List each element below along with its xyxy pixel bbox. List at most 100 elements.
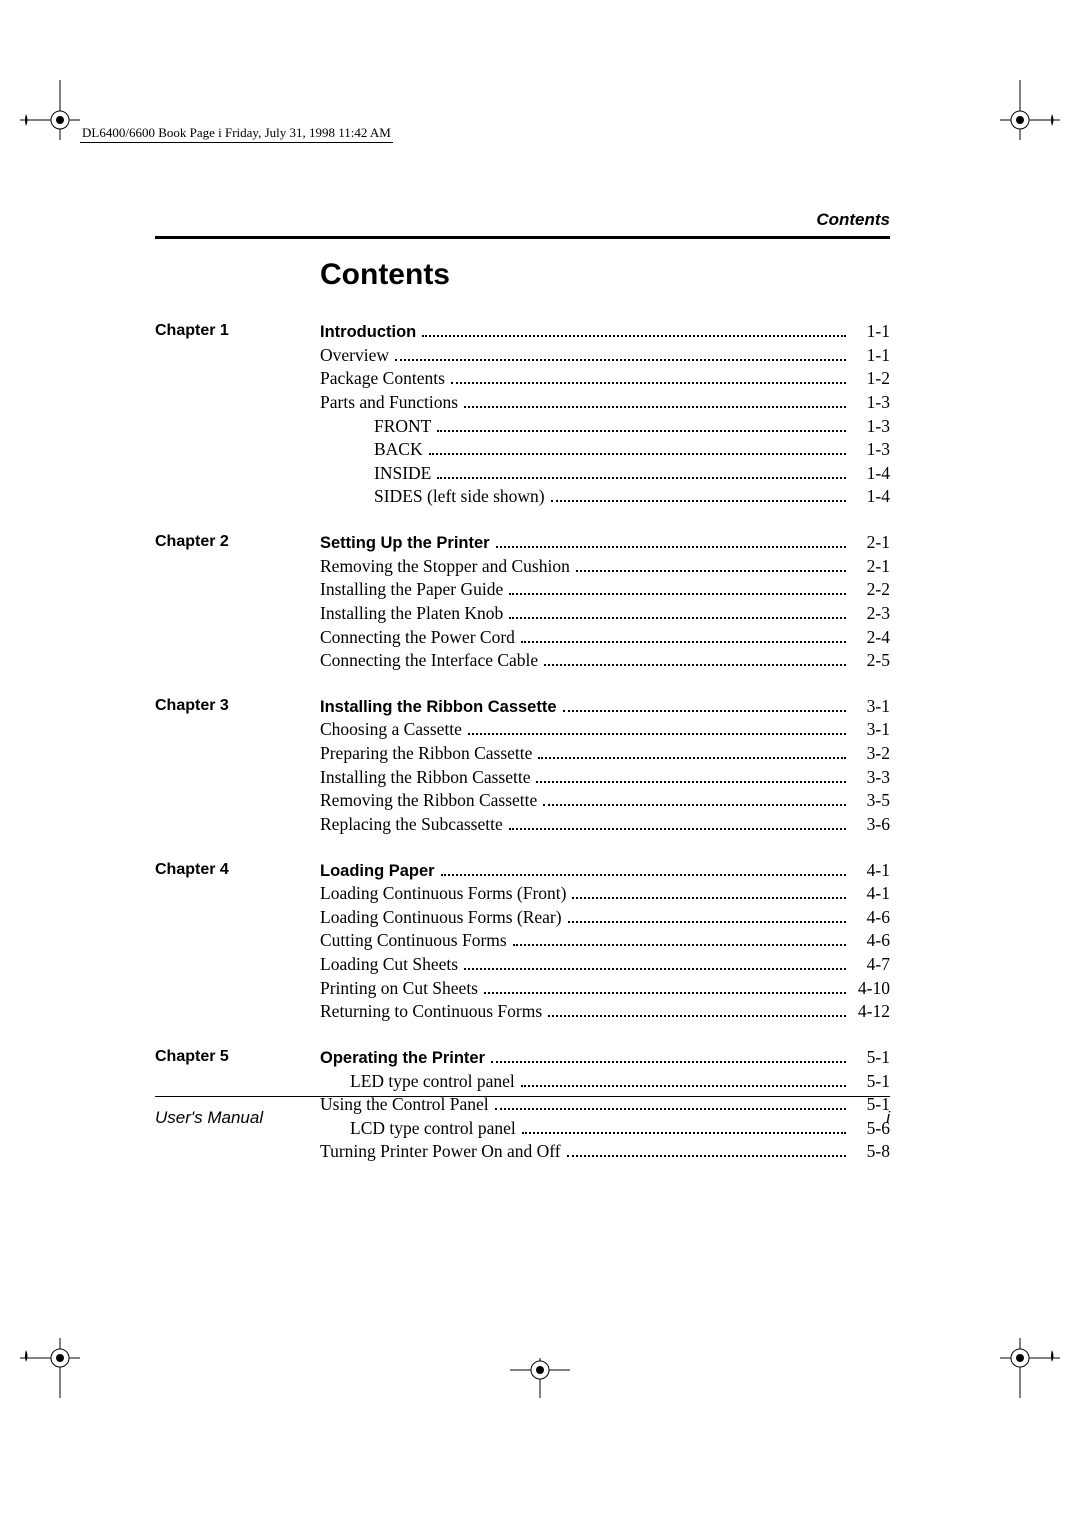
page-title: Contents [320, 258, 450, 292]
toc-entry: LED type control panel 5-1 [320, 1070, 890, 1094]
toc-leader [568, 909, 846, 923]
toc-entry: FRONT1-3 [320, 415, 890, 439]
toc-entry-page: 4-6 [852, 929, 890, 953]
chapter-block: Chapter 4Loading Paper4-1Loading Continu… [155, 859, 890, 1024]
toc-entry-page: 2-3 [852, 602, 890, 626]
toc-entry-page: 2-1 [852, 531, 890, 555]
toc-leader [451, 370, 846, 384]
toc-entry-page: 2-1 [852, 555, 890, 579]
toc-entry-text: Operating the Printer [320, 1047, 485, 1069]
toc-entry: Connecting the Power Cord2-4 [320, 626, 890, 650]
toc-entry-text: Loading Paper [320, 860, 435, 882]
toc-entry-page: 3-1 [852, 718, 890, 742]
table-of-contents: Chapter 1Introduction1-1Overview1-1Packa… [155, 320, 890, 1186]
toc-entry-text: Preparing the Ribbon Cassette [320, 742, 532, 766]
toc-leader [422, 323, 846, 337]
header-rule [155, 236, 890, 239]
toc-entry: SIDES (left side shown)1-4 [320, 485, 890, 509]
toc-entry-page: 4-7 [852, 953, 890, 977]
toc-leader [576, 557, 846, 571]
toc-entry: Parts and Functions1-3 [320, 391, 890, 415]
toc-entry-text: Returning to Continuous Forms [320, 1000, 542, 1024]
toc-leader [437, 417, 846, 431]
toc-entry: Loading Continuous Forms (Rear) 4-6 [320, 906, 890, 930]
chapter-label: Chapter 3 [155, 695, 320, 715]
toc-entry-page: 3-5 [852, 789, 890, 813]
toc-entry-text: BACK [320, 438, 423, 462]
toc-leader [441, 861, 846, 875]
toc-leader [572, 885, 846, 899]
footer-rule [155, 1096, 890, 1097]
toc-entry: Loading Paper4-1 [320, 859, 890, 883]
footer: User's Manual i [155, 1108, 890, 1128]
toc-leader [509, 581, 846, 595]
toc-entry-text: Parts and Functions [320, 391, 458, 415]
crop-mark-icon [20, 1338, 80, 1398]
toc-entry-page: 4-6 [852, 906, 890, 930]
toc-leader [543, 792, 846, 806]
chapter-label: Chapter 2 [155, 531, 320, 551]
toc-entry: Installing the Paper Guide2-2 [320, 578, 890, 602]
toc-entry-page: 3-3 [852, 766, 890, 790]
crop-mark-icon [510, 1358, 570, 1398]
toc-entry-text: Printing on Cut Sheets [320, 977, 478, 1001]
toc-entry-text: Loading Continuous Forms (Front) [320, 882, 566, 906]
toc-entry: INSIDE1-4 [320, 462, 890, 486]
chapter-entries: Introduction1-1Overview1-1Package Conten… [320, 320, 890, 509]
toc-leader [491, 1049, 846, 1063]
chapter-block: Chapter 3Installing the Ribbon Cassette 3… [155, 695, 890, 837]
toc-leader [509, 816, 846, 830]
toc-leader [521, 628, 846, 642]
toc-entry: Returning to Continuous Forms 4-12 [320, 1000, 890, 1024]
toc-entry: Choosing a Cassette3-1 [320, 718, 890, 742]
toc-leader [464, 956, 846, 970]
toc-entry: Printing on Cut Sheets 4-10 [320, 977, 890, 1001]
toc-entry-text: Replacing the Subcassette [320, 813, 503, 837]
toc-entry: Removing the Stopper and Cushion2-1 [320, 555, 890, 579]
toc-entry-page: 2-2 [852, 578, 890, 602]
toc-leader [567, 1143, 846, 1157]
toc-entry-page: 1-3 [852, 438, 890, 462]
toc-leader [468, 721, 846, 735]
toc-entry-text: Turning Printer Power On and Off [320, 1140, 561, 1164]
toc-entry-text: Installing the Ribbon Cassette [320, 696, 557, 718]
chapter-label: Chapter 5 [155, 1046, 320, 1066]
toc-leader [536, 768, 846, 782]
toc-entry-page: 3-1 [852, 695, 890, 719]
toc-leader [513, 932, 846, 946]
toc-entry-text: INSIDE [320, 462, 431, 486]
toc-entry-text: Loading Continuous Forms (Rear) [320, 906, 562, 930]
toc-entry: Installing the Platen Knob2-3 [320, 602, 890, 626]
crop-mark-icon [1000, 1338, 1060, 1398]
toc-entry-page: 1-2 [852, 367, 890, 391]
toc-entry: Package Contents 1-2 [320, 367, 890, 391]
toc-entry-text: Setting Up the Printer [320, 532, 490, 554]
toc-entry-text: Overview [320, 344, 389, 368]
toc-entry: Removing the Ribbon Cassette3-5 [320, 789, 890, 813]
toc-entry: BACK 1-3 [320, 438, 890, 462]
toc-entry: Connecting the Interface Cable2-5 [320, 649, 890, 673]
toc-entry: Turning Printer Power On and Off5-8 [320, 1140, 890, 1164]
chapter-block: Chapter 1Introduction1-1Overview1-1Packa… [155, 320, 890, 509]
toc-entry: Loading Cut Sheets4-7 [320, 953, 890, 977]
toc-entry-page: 4-12 [852, 1000, 890, 1024]
toc-entry: Cutting Continuous Forms4-6 [320, 929, 890, 953]
crop-mark-icon [20, 80, 80, 140]
toc-entry-page: 2-5 [852, 649, 890, 673]
toc-entry-page: 5-1 [852, 1046, 890, 1070]
toc-entry-page: 3-2 [852, 742, 890, 766]
toc-entry-page: 2-4 [852, 626, 890, 650]
toc-entry-text: Package Contents [320, 367, 445, 391]
toc-leader [437, 465, 846, 479]
chapter-entries: Loading Paper4-1Loading Continuous Forms… [320, 859, 890, 1024]
toc-leader [429, 441, 846, 455]
toc-entry-text: Introduction [320, 321, 416, 343]
toc-entry-page: 3-6 [852, 813, 890, 837]
toc-leader [548, 1003, 846, 1017]
toc-entry-page: 4-10 [852, 977, 890, 1001]
toc-entry: Loading Continuous Forms (Front)4-1 [320, 882, 890, 906]
toc-leader [538, 745, 846, 759]
header-stamp: DL6400/6600 Book Page i Friday, July 31,… [80, 125, 393, 143]
toc-entry-page: 5-1 [852, 1070, 890, 1094]
toc-entry-text: LED type control panel [320, 1070, 515, 1094]
